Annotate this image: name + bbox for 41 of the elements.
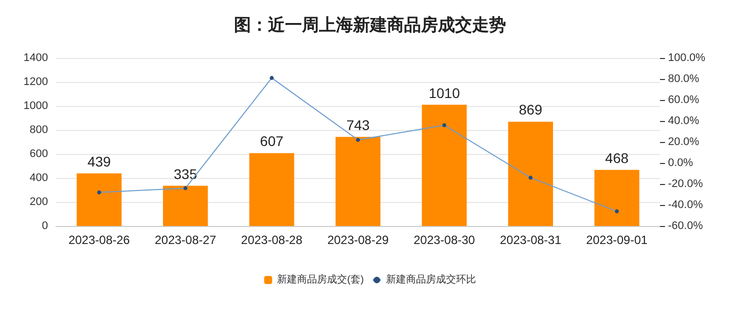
- y2-tick-label: -20.0%: [668, 178, 704, 190]
- y2-tick-label: 20.0%: [668, 136, 700, 148]
- y2-tick-label: 40.0%: [668, 115, 700, 127]
- legend-label: 新建商品房成交环比: [386, 274, 476, 286]
- x-tick-label: 2023-08-28: [241, 233, 303, 247]
- bar: [508, 122, 554, 226]
- legend-label: 新建商品房成交(套): [277, 274, 364, 286]
- y2-tick-label: -40.0%: [668, 199, 704, 211]
- y2-tick-label: -60.0%: [668, 220, 704, 232]
- data-label: 869: [518, 102, 542, 118]
- y2-tick-label: 100.0%: [668, 52, 706, 64]
- data-label: 468: [605, 150, 629, 166]
- y2-tick-label: 0.0%: [668, 157, 694, 169]
- x-tick-label: 2023-08-26: [68, 233, 130, 247]
- bar: [336, 136, 380, 226]
- chart-title: 图：近一周上海新建商品房成交走势: [234, 16, 506, 36]
- bar: [76, 173, 122, 226]
- x-tick-label: 2023-08-29: [327, 233, 390, 247]
- x-tick-label: 2023-08-30: [414, 233, 476, 247]
- data-label: 743: [346, 116, 370, 133]
- x-tick-label: 2023-08-31: [500, 233, 562, 247]
- y-tick-label: 200: [30, 196, 48, 208]
- bar: [594, 170, 640, 226]
- y-tick-label: 1000: [24, 100, 48, 112]
- bar: [422, 104, 467, 226]
- y-tick-label: 0: [42, 220, 48, 232]
- y-tick-label: 600: [30, 148, 48, 160]
- data-label: 1010: [428, 84, 460, 101]
- data-label: 607: [260, 133, 284, 150]
- y-tick-label: 1200: [24, 76, 48, 88]
- data-label: 439: [87, 153, 112, 170]
- y-tick-label: 400: [30, 172, 48, 184]
- y2-tick-label: 80.0%: [668, 73, 700, 85]
- x-tick-label: 2023-08-27: [154, 233, 216, 247]
- y2-tick-label: 60.0%: [668, 94, 700, 106]
- y-tick-label: 1400: [24, 52, 48, 64]
- bar: [162, 186, 208, 226]
- bar: [249, 153, 294, 226]
- x-tick-label: 2023-09-01: [586, 233, 648, 247]
- y-tick-label: 800: [30, 124, 48, 136]
- data-label: 335: [174, 166, 198, 182]
